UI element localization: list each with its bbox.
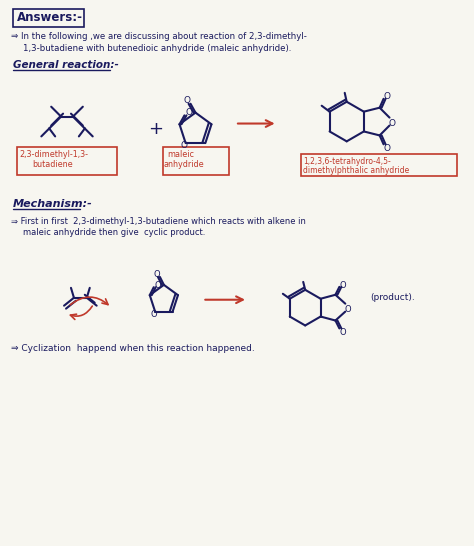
Text: O: O [150, 310, 157, 319]
Bar [163, 147, 229, 175]
Text: maleic anhydride then give  cyclic product.: maleic anhydride then give cyclic produc… [23, 228, 205, 238]
Text: ⇒ Cyclization  happend when this reaction happened.: ⇒ Cyclization happend when this reaction… [11, 345, 255, 353]
Bar [13, 9, 84, 27]
Bar [17, 147, 118, 175]
Text: O: O [389, 118, 395, 128]
Text: O: O [154, 270, 161, 279]
Text: O: O [383, 144, 391, 153]
Text: 2,3-dimethyl-1,3-: 2,3-dimethyl-1,3- [19, 150, 89, 159]
Text: ⇒ In the following ,we are discussing about reaction of 2,3-dimethyl-: ⇒ In the following ,we are discussing ab… [11, 32, 307, 41]
Text: O: O [344, 305, 351, 313]
Text: 1,3-butadiene with butenedioic anhydride (maleic anhydride).: 1,3-butadiene with butenedioic anhydride… [23, 44, 291, 54]
Text: (product).: (product). [370, 293, 415, 302]
Text: O: O [183, 96, 191, 105]
Text: dimethylphthalic anhydride: dimethylphthalic anhydride [303, 166, 410, 175]
Text: maleic: maleic [167, 150, 194, 159]
Text: +: + [148, 120, 164, 138]
Text: anhydride: anhydride [164, 160, 204, 169]
Text: General reaction:-: General reaction:- [13, 60, 118, 70]
Text: O: O [339, 281, 346, 290]
Text: O: O [339, 329, 346, 337]
Text: 1,2,3,6-tetrahydro-4,5-: 1,2,3,6-tetrahydro-4,5- [303, 157, 391, 166]
Text: butadiene: butadiene [32, 160, 73, 169]
Text: ⇒ First in first  2,3-dimethyl-1,3-butadiene which reacts with alkene in: ⇒ First in first 2,3-dimethyl-1,3-butadi… [11, 217, 306, 225]
Text: O: O [185, 109, 192, 117]
Text: O: O [383, 92, 391, 101]
Text: Answers:-: Answers:- [17, 11, 82, 23]
Text: O: O [181, 141, 188, 150]
Text: O: O [155, 281, 161, 290]
Text: Mechanism:-: Mechanism:- [13, 199, 92, 209]
Bar [301, 154, 457, 176]
